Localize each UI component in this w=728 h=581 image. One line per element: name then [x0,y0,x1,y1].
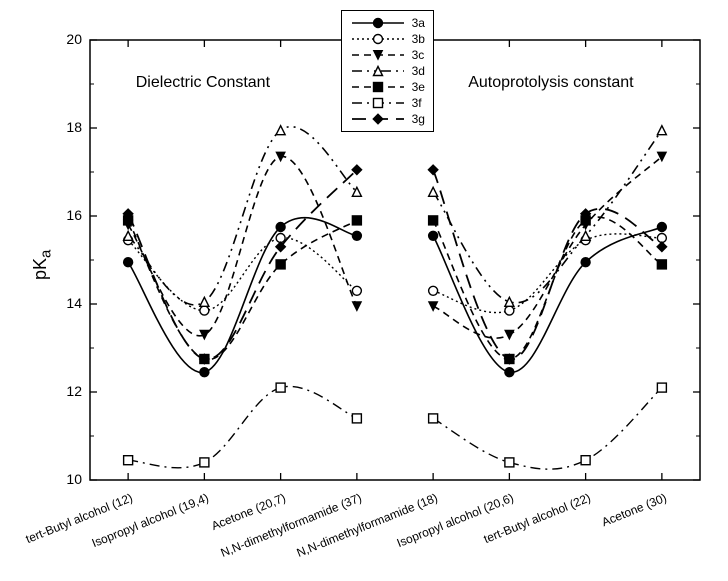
y-tick-label: 16 [52,207,82,223]
legend-swatch [350,79,406,95]
y-tick-label: 10 [52,471,82,487]
y-axis-label-sub: a [38,250,55,258]
y-tick-label: 14 [52,295,82,311]
y-axis-label-text: pK [30,258,50,280]
chart-annotation: Autoprotolysis constant [468,74,633,92]
y-tick-label: 12 [52,383,82,399]
pka-chart: pKa Dielectric Constant Autoprotolysis co… [0,0,728,581]
legend-swatch [350,111,406,127]
legend-item: 3g [350,111,425,127]
legend-swatch [350,31,406,47]
legend-label: 3g [412,112,425,126]
legend-item: 3f [350,95,425,111]
legend-label: 3c [412,48,425,62]
legend: 3a 3b 3c 3d 3e 3f 3g [341,10,434,132]
y-tick-label: 20 [52,31,82,47]
y-tick-label: 18 [52,119,82,135]
legend-swatch [350,15,406,31]
legend-item: 3b [350,31,425,47]
legend-label: 3d [412,64,425,78]
y-axis-label: pKa [30,250,55,280]
legend-item: 3d [350,63,425,79]
legend-label: 3b [412,32,425,46]
legend-item: 3e [350,79,425,95]
legend-swatch [350,47,406,63]
legend-swatch [350,95,406,111]
legend-item: 3c [350,47,425,63]
legend-label: 3e [412,80,425,94]
legend-swatch [350,63,406,79]
legend-label: 3a [412,16,425,30]
legend-item: 3a [350,15,425,31]
chart-annotation: Dielectric Constant [136,74,270,92]
legend-label: 3f [412,96,422,110]
